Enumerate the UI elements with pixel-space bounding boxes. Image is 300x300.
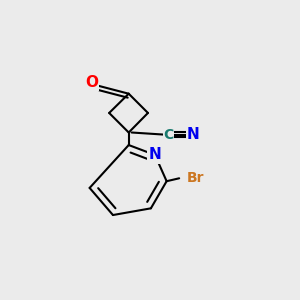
- Text: Br: Br: [187, 171, 204, 185]
- Text: N: N: [148, 148, 161, 163]
- Text: C: C: [163, 128, 173, 142]
- Text: N: N: [187, 127, 199, 142]
- Text: O: O: [85, 74, 98, 89]
